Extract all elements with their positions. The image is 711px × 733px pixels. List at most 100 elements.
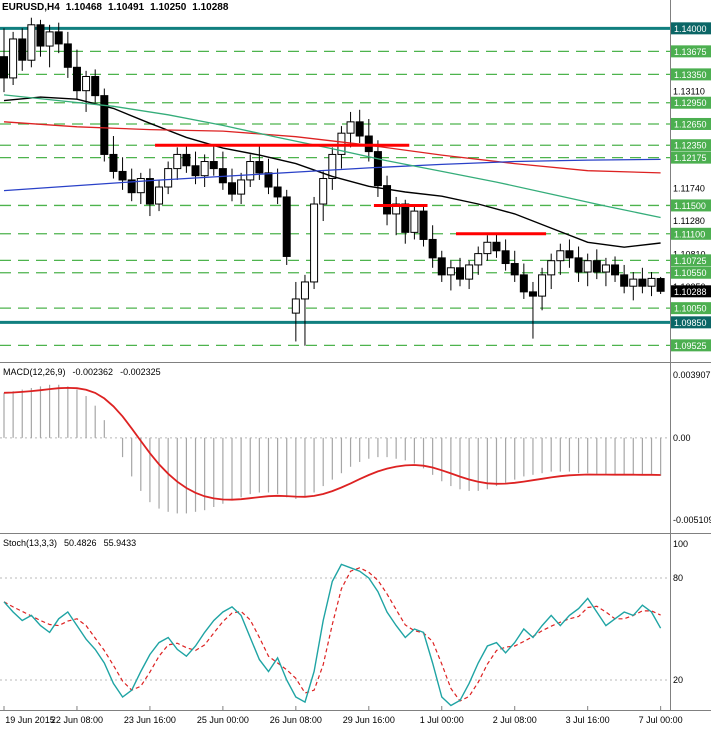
candlestick <box>510 263 519 276</box>
price-level-label-box <box>671 45 711 58</box>
candlestick <box>72 66 81 92</box>
candlestick <box>164 168 173 188</box>
price-level-label: 1.12950 <box>674 98 707 108</box>
price-level-label: 1.13675 <box>674 47 707 57</box>
candlestick <box>574 257 583 273</box>
candlestick <box>45 31 54 47</box>
time-label: 22 Jun 08:00 <box>50 715 103 725</box>
candlestick <box>155 186 164 205</box>
candlestick <box>209 161 218 170</box>
macd-panel[interactable]: 0.003907 0.00 -0.005109 <box>0 362 711 533</box>
candlestick <box>547 260 556 276</box>
candlestick <box>173 153 182 170</box>
main-price-chart[interactable]: 1.131101.117401.112801.108101.103501.140… <box>0 0 711 362</box>
price-axis[interactable]: 1.131101.117401.112801.108101.103501.140… <box>670 0 711 362</box>
candlestick <box>63 43 72 68</box>
price-level-label: 1.09850 <box>674 318 707 328</box>
candlestick <box>629 278 638 287</box>
candlestick <box>519 274 528 293</box>
candlestick <box>456 267 464 280</box>
candles-group <box>0 17 665 346</box>
ma-mid-green <box>3 94 661 219</box>
price-level-label-box <box>671 302 711 315</box>
candlestick <box>346 121 355 134</box>
price-level-label: 1.10725 <box>674 256 707 266</box>
price-level-label-box <box>671 68 711 81</box>
candlestick <box>401 203 410 233</box>
candlestick <box>428 238 437 259</box>
candlestick <box>592 260 601 273</box>
candlestick <box>437 257 446 276</box>
candlestick <box>36 24 45 47</box>
current-price-label: 1.10288 <box>674 287 707 297</box>
candlestick <box>9 38 18 79</box>
macd-signal-line <box>3 386 661 501</box>
price-level-label: 1.12350 <box>674 141 707 151</box>
stoch-signal-line <box>3 567 661 702</box>
price-level-label-box <box>671 339 711 352</box>
candlestick <box>273 186 282 198</box>
price-level-label-box <box>671 227 711 240</box>
price-level-label-box <box>671 117 711 130</box>
stoch-axis-label: 100 <box>673 539 688 549</box>
candlestick <box>282 196 291 257</box>
time-label: 29 Jun 16:00 <box>342 715 395 725</box>
candlestick <box>373 151 382 187</box>
current-price-box <box>671 285 711 298</box>
macd-axis-label: -0.005109 <box>673 515 711 525</box>
candlestick <box>145 178 154 205</box>
candlestick <box>528 291 537 297</box>
time-label: 19 Jun 2015 <box>5 715 55 725</box>
candlestick <box>182 153 191 167</box>
price-level-label: 1.13350 <box>674 70 707 80</box>
stoch-axis-label: 20 <box>673 675 683 685</box>
price-level-label: 1.12175 <box>674 153 707 163</box>
price-tick-label: 1.10810 <box>673 249 706 259</box>
candlestick <box>583 260 592 273</box>
candlestick <box>419 210 428 240</box>
candlestick <box>355 121 364 137</box>
price-level-label-box <box>671 254 711 267</box>
price-level-label-box <box>671 266 711 279</box>
candlestick <box>136 178 145 194</box>
time-label: 3 Jul 16:00 <box>565 715 610 725</box>
candlestick <box>246 161 255 181</box>
candlestick <box>383 185 392 215</box>
candlestick <box>228 182 236 195</box>
price-level-label: 1.10550 <box>674 268 707 278</box>
candlestick <box>237 179 246 195</box>
price-level-label-box <box>671 151 711 164</box>
price-level-label: 1.11500 <box>674 201 706 211</box>
candlestick <box>656 278 665 292</box>
candlestick <box>328 153 337 180</box>
candlestick <box>565 250 574 259</box>
candlestick <box>118 170 127 181</box>
candlestick <box>319 178 328 205</box>
time-label: 7 Jul 00:00 <box>638 715 683 725</box>
price-level-label-box <box>671 139 711 152</box>
candlestick <box>54 31 63 45</box>
candlestick <box>82 76 91 92</box>
candlestick <box>492 241 501 252</box>
candlestick <box>465 264 474 280</box>
candlestick <box>501 250 510 265</box>
candlestick <box>91 76 100 97</box>
candlestick <box>538 274 547 297</box>
price-level-label: 1.10050 <box>674 304 707 314</box>
candlestick <box>127 179 136 194</box>
candlestick <box>638 278 647 287</box>
candlestick <box>27 24 36 61</box>
time-label: 25 Jun 00:00 <box>196 715 249 725</box>
price-level-label-box <box>671 316 711 329</box>
stochastic-panel[interactable]: 100 80 20 <box>0 533 711 710</box>
price-level-label-box <box>671 96 711 109</box>
price-tick-label: 1.13110 <box>673 86 705 96</box>
price-level-label: 1.11100 <box>674 229 705 239</box>
time-axis[interactable]: 19 Jun 2015 22 Jun 08:00 23 Jun 16:00 25 Ju… <box>0 710 711 733</box>
price-level-label: 1.14000 <box>674 24 707 34</box>
price-tick-label: 1.11740 <box>673 183 705 193</box>
candlestick <box>291 298 300 314</box>
candlestick <box>300 281 309 300</box>
price-level-label: 1.12650 <box>674 119 707 129</box>
candlestick <box>446 267 455 276</box>
